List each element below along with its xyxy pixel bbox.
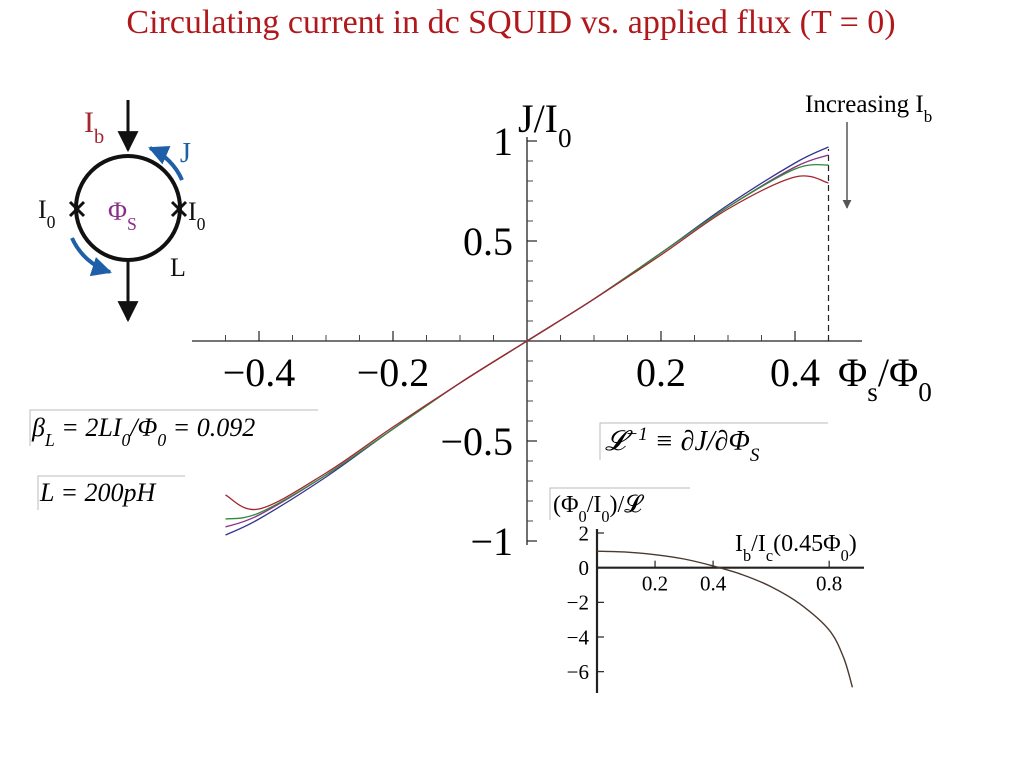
x-tick-label: −0.2: [357, 350, 430, 395]
subscript: s: [867, 377, 878, 407]
squid-diagram: [68, 100, 188, 323]
series-line: [596, 550, 854, 688]
loop: [74, 154, 182, 262]
text-part: )/𝓛: [610, 492, 645, 518]
annotation-frame: [29, 409, 318, 446]
y-tick-label: −6: [567, 660, 589, 684]
text-part: J: [180, 138, 191, 169]
text-part: Φ: [838, 350, 867, 395]
subscript: S: [127, 214, 137, 234]
x-tick-label: 0.4: [770, 350, 820, 395]
y-axis-label: (Φ0/I0)/𝓛: [553, 492, 644, 526]
y-tick-label: −0.5: [440, 419, 513, 464]
diagram-label: ΦS: [108, 197, 137, 234]
y-tick-label: 1: [493, 119, 513, 164]
text-part: ): [849, 531, 857, 557]
subscript: L: [44, 430, 55, 450]
annotation: L = 200pH: [39, 478, 157, 507]
text-part: I: [84, 106, 94, 139]
annotation: 𝓛−1 ≡ ∂J/∂ΦS: [605, 424, 760, 466]
x-tick-label: 0.2: [642, 572, 668, 596]
annotation: βL = 2LI0/Φ0 = 0.092: [31, 413, 255, 450]
subscript: 0: [579, 507, 587, 526]
x-axis-label: Ib/Ic(0.45Φ0): [735, 531, 857, 565]
text-part: Increasing I: [805, 91, 924, 118]
y-axis-label: J/I0: [518, 96, 572, 153]
x-axis-label: Φs/Φ0: [838, 350, 932, 407]
annotation: Increasing Ib: [805, 91, 932, 126]
text-part: (0.45Φ: [773, 531, 841, 557]
x-tick-label: 0.2: [636, 350, 686, 395]
diagram-label: I0: [38, 195, 56, 232]
text-part: /I: [587, 492, 602, 518]
subscript: b: [94, 126, 104, 148]
y-tick-label: 2: [579, 521, 590, 545]
subscript: 0: [918, 377, 932, 407]
y-tick-label: −1: [470, 519, 513, 564]
subscript: S: [750, 445, 760, 466]
y-label-frame: [549, 487, 690, 520]
text-part: = 0.092: [166, 413, 255, 442]
junction: [170, 200, 188, 218]
subscript: b: [924, 107, 933, 126]
text-part: ≡ ∂J/∂Φ: [648, 426, 750, 457]
current-arrow: [148, 146, 184, 181]
subscript: 0: [197, 214, 206, 234]
text-part: /I: [751, 531, 766, 557]
subscript: b: [743, 546, 751, 565]
x-tick-label: 0.8: [816, 572, 842, 596]
diagram-label: Ib: [84, 106, 104, 148]
y-tick-label: −2: [567, 591, 589, 615]
superscript: −1: [625, 424, 647, 445]
diagram-label: I0: [188, 197, 206, 234]
text-part: L = 200pH: [39, 478, 157, 507]
junction: [68, 200, 86, 218]
x-tick-label: 0.4: [700, 572, 727, 596]
y-tick-label: −4: [567, 625, 590, 649]
text-part: L: [170, 253, 186, 282]
text-part: = 2LI: [55, 413, 123, 442]
text-part: /Φ: [878, 350, 918, 395]
subscript: c: [766, 546, 773, 565]
text-part: I: [38, 195, 47, 224]
text-part: I: [735, 531, 743, 557]
diagram-label: J: [180, 138, 191, 169]
subscript: 0: [121, 430, 130, 450]
current-arrow: [70, 237, 112, 277]
y-tick-label: 0: [579, 556, 590, 580]
subscript: 0: [601, 507, 609, 526]
subscript: 0: [157, 430, 166, 450]
diagram-label: L: [170, 253, 186, 282]
series-line: [225, 175, 829, 511]
subscript: 0: [47, 212, 56, 232]
text-part: J/I: [518, 96, 558, 141]
y-tick-label: 0.5: [463, 219, 513, 264]
x-tick-label: −0.4: [223, 350, 296, 395]
annotation-frame: [599, 422, 828, 460]
annotation-frame: [37, 475, 185, 510]
subscript: 0: [558, 123, 572, 153]
text-part: I: [188, 197, 197, 226]
text-part: (Φ: [553, 492, 579, 518]
text-part: β: [31, 413, 45, 442]
text-part: /Φ: [128, 413, 157, 442]
chart-title: Circulating current in dc SQUID vs. appl…: [126, 4, 895, 41]
text-part: Φ: [108, 197, 127, 226]
subscript: 0: [841, 546, 849, 565]
